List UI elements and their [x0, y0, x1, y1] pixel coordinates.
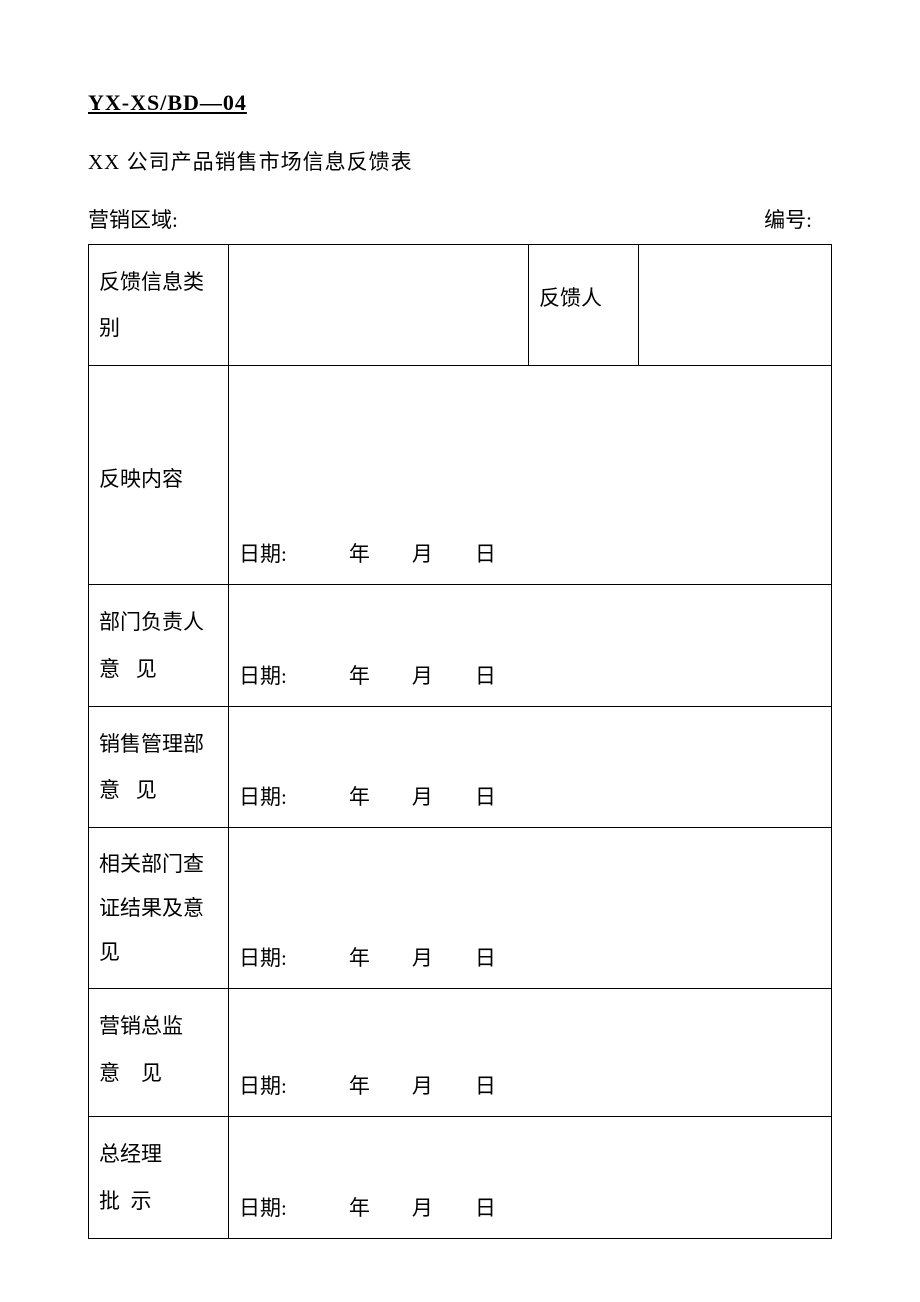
label-text: 意 [99, 778, 120, 802]
date-year: 年 [349, 538, 370, 568]
marketing-director-label: 营销总监 意 见 [89, 989, 229, 1117]
table-row: 销售管理部 意 见 日期: 年 月 日 [89, 706, 832, 827]
label-text: 销售管理部 [99, 732, 204, 756]
feedback-form-table: 反馈信息类别 反馈人 反映内容 日期:年月日 部门负责人 意 见 日期:年月日 … [88, 244, 832, 1239]
date-prefix: 日期: [239, 538, 287, 568]
region-label: 营销区域: [88, 204, 178, 234]
date-line: 日期: 年 月 日 [229, 1192, 831, 1238]
dept-head-value: 日期: 年 月 日 [229, 585, 832, 706]
label-text: 部门负责人 [99, 610, 204, 634]
dept-head-label: 部门负责人 意 见 [89, 585, 229, 706]
date-day: 日 [475, 660, 496, 690]
label-text: 示 [131, 1189, 152, 1213]
date-month: 月 [412, 1070, 433, 1100]
date-month: 月 [412, 1192, 433, 1222]
date-year: 年 [349, 660, 370, 690]
date-day: 日 [475, 538, 496, 568]
feedback-person-label: 反馈人 [529, 245, 639, 366]
label-text: 见 [136, 778, 157, 802]
label-text: 见 [141, 1061, 162, 1085]
sales-mgmt-value: 日期: 年 月 日 [229, 706, 832, 827]
date-prefix: 日期: [239, 942, 287, 972]
content-label: 反映内容 [89, 366, 229, 585]
gm-label: 总经理 批 示 [89, 1117, 229, 1238]
feedback-person-value [639, 245, 832, 366]
date-year: 年 [349, 942, 370, 972]
feedback-type-value [229, 245, 529, 366]
date-line: 日期: 年 月 日 [229, 538, 831, 584]
date-line: 日期: 年 月 日 [229, 660, 831, 706]
table-row: 部门负责人 意 见 日期: 年 月 日 [89, 585, 832, 706]
date-year: 年 [349, 781, 370, 811]
date-month: 月 [412, 538, 433, 568]
date-prefix: 日期: [239, 1070, 287, 1100]
table-row: 相关部门查证结果及意见 日期: 年 月 日 [89, 828, 832, 989]
date-day: 日 [475, 942, 496, 972]
label-text: 营销总监 [99, 1014, 183, 1038]
number-label: 编号: [764, 204, 812, 234]
feedback-type-label: 反馈信息类别 [89, 245, 229, 366]
marketing-director-value: 日期: 年 月 日 [229, 989, 832, 1117]
date-line: 日期: 年 月 日 [229, 942, 831, 988]
label-text: 意 [99, 657, 120, 681]
date-year: 年 [349, 1192, 370, 1222]
date-line: 日期: 年 月 日 [229, 1070, 831, 1116]
table-row: 总经理 批 示 日期: 年 月 日 [89, 1117, 832, 1238]
label-text: 见 [136, 657, 157, 681]
content-value: 日期: 年 月 日 [229, 366, 832, 585]
date-day: 日 [475, 781, 496, 811]
date-prefix: 日期: [239, 781, 287, 811]
date-month: 月 [412, 660, 433, 690]
header-row: 营销区域: 编号: [88, 204, 832, 234]
label-text: 批 [99, 1189, 120, 1213]
date-prefix: 日期: [239, 660, 287, 690]
date-day: 日 [475, 1192, 496, 1222]
table-row: 营销总监 意 见 日期: 年 月 日 [89, 989, 832, 1117]
date-prefix: 日期: [239, 1192, 287, 1222]
date-month: 月 [412, 942, 433, 972]
document-code: YX-XS/BD—04 [88, 90, 832, 116]
gm-value: 日期: 年 月 日 [229, 1117, 832, 1238]
table-row: 反馈信息类别 反馈人 [89, 245, 832, 366]
sales-mgmt-label: 销售管理部 意 见 [89, 706, 229, 827]
related-dept-label: 相关部门查证结果及意见 [89, 828, 229, 989]
date-line: 日期: 年 月 日 [229, 781, 831, 827]
date-day: 日 [475, 1070, 496, 1100]
label-text: 总经理 [99, 1142, 162, 1166]
table-row: 反映内容 日期: 年 月 日 [89, 366, 832, 585]
date-year: 年 [349, 1070, 370, 1100]
related-dept-value: 日期: 年 月 日 [229, 828, 832, 989]
document-title: XX 公司产品销售市场信息反馈表 [88, 146, 832, 176]
label-text: 意 [99, 1061, 120, 1085]
date-month: 月 [412, 781, 433, 811]
